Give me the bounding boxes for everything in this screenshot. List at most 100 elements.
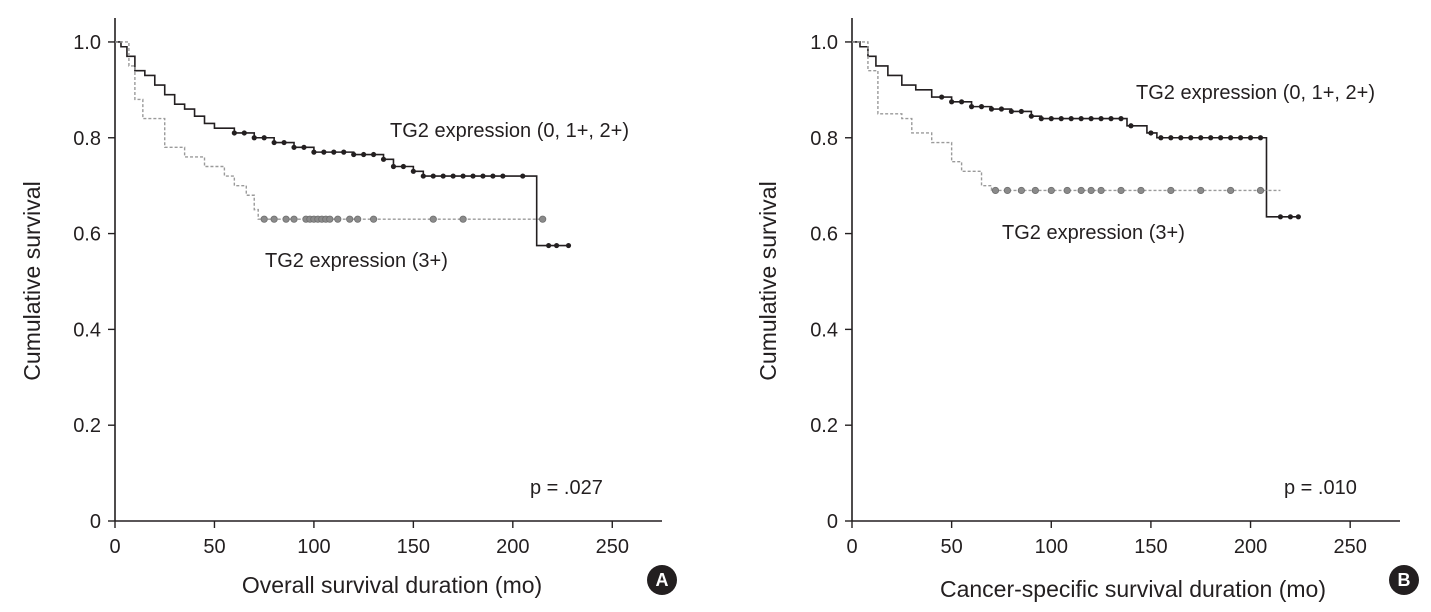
censor-mark: [978, 104, 985, 110]
censor-mark: [354, 215, 362, 223]
censor-mark: [1218, 135, 1224, 141]
censor-mark: [959, 99, 965, 105]
censor-mark: [1158, 135, 1164, 141]
censor-mark: [1068, 116, 1074, 122]
panel-badge-b: [1389, 565, 1419, 595]
censor-mark: [321, 149, 327, 155]
x-tick-label: 250: [1333, 536, 1366, 558]
censor-mark: [1237, 135, 1244, 141]
x-tick-label: 250: [596, 536, 629, 558]
censor-mark: [1256, 186, 1265, 195]
censor-mark: [281, 139, 287, 146]
censor-mark: [1038, 116, 1044, 122]
censor-mark: [1208, 135, 1214, 141]
censor-mark: [546, 242, 552, 249]
censor-mark: [1277, 214, 1284, 220]
censor-mark: [301, 144, 307, 150]
x-tick-label: 200: [1234, 536, 1267, 558]
panel-badge-letter: B: [1398, 570, 1411, 590]
censor-mark: [410, 168, 416, 174]
censor-mark: [991, 186, 1000, 195]
censor-mark: [251, 135, 257, 141]
x-tick-label: 50: [203, 536, 225, 558]
censor-mark: [553, 242, 560, 249]
censor-mark: [1008, 108, 1015, 115]
censor-mark: [1247, 135, 1254, 141]
censor-mark: [939, 94, 945, 100]
censor-mark: [440, 173, 446, 179]
x-tick-label: 50: [941, 536, 963, 558]
censor-mark: [968, 104, 975, 110]
x-axis-title: Cancer-specific survival duration (mo): [940, 576, 1326, 602]
censor-mark: [270, 215, 278, 223]
censor-mark: [1188, 135, 1194, 141]
censor-mark: [1097, 186, 1105, 195]
censor-mark: [490, 173, 496, 179]
y-tick-label: 1.0: [810, 32, 838, 54]
censor-mark: [341, 149, 347, 155]
x-tick-label: 100: [297, 536, 330, 558]
panel-a: Cumulative survival 0 0.2 0.4 0.6 0.8 1.0 0 50…: [19, 18, 677, 598]
censor-mark: [565, 242, 572, 249]
y-tick-label: 0: [827, 511, 838, 533]
y-tick-label: 0.2: [810, 415, 838, 437]
y-tick-label: 0.6: [73, 224, 101, 246]
censor-mark: [1063, 186, 1071, 195]
censor-mark: [231, 130, 237, 136]
censor-mark: [1295, 214, 1301, 220]
censor-mark: [271, 139, 277, 146]
censor-mark: [1197, 186, 1205, 195]
censor-mark: [1003, 186, 1012, 195]
y-tick-label: 0.2: [73, 415, 101, 437]
censor-mark: [331, 149, 337, 155]
x-tick-label: 150: [397, 536, 430, 558]
censor-mark: [1178, 135, 1184, 141]
censor-mark: [1137, 186, 1145, 195]
censor-mark: [500, 173, 506, 179]
censor-mark: [361, 151, 367, 158]
annotation-tg2-low: TG2 expression (0, 1+, 2+): [390, 120, 629, 142]
censor-mark: [1098, 116, 1104, 122]
x-tick-label: 100: [1035, 536, 1068, 558]
censor-mark: [1227, 186, 1235, 195]
censor-mark: [1078, 116, 1084, 122]
censor-mark: [1167, 186, 1175, 195]
p-value: p = .010: [1284, 477, 1357, 499]
y-tick-label: 0.8: [73, 128, 101, 150]
censor-mark: [450, 173, 456, 179]
censor-mark: [1028, 113, 1034, 119]
censor-mark: [420, 173, 426, 179]
censor-mark: [1018, 108, 1024, 115]
censor-mark: [1058, 116, 1064, 122]
censor-mark: [998, 106, 1005, 112]
censor-mark: [260, 215, 268, 223]
annotation-tg2-high: TG2 expression (3+): [265, 250, 448, 272]
y-tick-label: 0.6: [810, 224, 838, 246]
censor-mark: [1168, 135, 1174, 141]
x-tick-label: 200: [496, 536, 529, 558]
censor-mark: [988, 106, 995, 112]
censor-mark: [1287, 214, 1293, 220]
survival-curve-tg2-high: [852, 41, 1281, 192]
panel-badge-a: [647, 565, 677, 595]
censor-mark: [1257, 135, 1264, 141]
censor-mark: [1048, 116, 1054, 122]
censor-mark: [290, 215, 298, 223]
censor-mark: [326, 215, 334, 223]
x-tick-label: 0: [846, 536, 857, 558]
x-tick-label: 0: [109, 536, 120, 558]
panel-b: Cumulative survival 0 0.2 0.4 0.6 0.8 1.0 0 50…: [755, 18, 1419, 602]
censor-mark: [1087, 186, 1095, 195]
censor-mark: [400, 163, 407, 170]
censor-mark: [1088, 116, 1094, 122]
y-tick-label: 1.0: [73, 32, 101, 54]
censor-mark: [390, 163, 397, 170]
censor-mark: [291, 144, 297, 150]
p-value: p = .027: [530, 477, 603, 499]
censor-mark: [459, 215, 467, 223]
censor-mark: [1198, 135, 1204, 141]
censor-mark: [380, 156, 387, 162]
y-axis-title: Cumulative survival: [755, 181, 781, 380]
survival-curve-tg2-low: [115, 41, 569, 247]
